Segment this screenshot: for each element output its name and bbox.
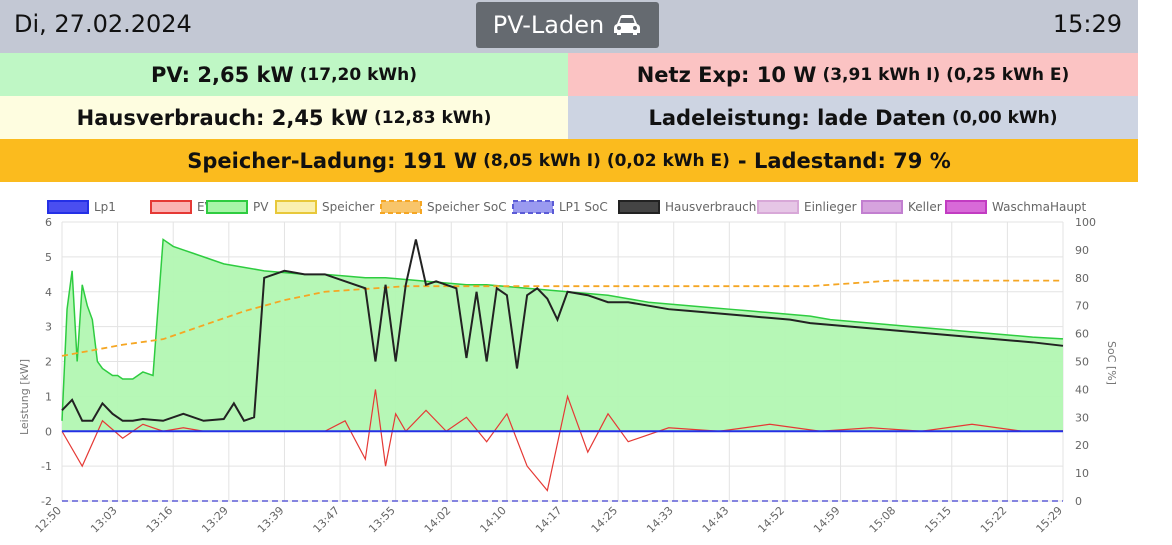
legend-label-7[interactable]: Einlieger <box>804 200 857 214</box>
haus-sub: (12,83 kWh) <box>373 107 492 128</box>
y2-tick-1: 90 <box>1075 244 1089 257</box>
x-tick-0: 12:50 <box>33 504 65 536</box>
header-date: Di, 27.02.2024 <box>14 10 192 38</box>
x-tick-16: 15:15 <box>922 504 954 536</box>
ladestand: - Ladestand: 79 % <box>737 148 951 173</box>
legend-label-4[interactable]: Speicher SoC <box>427 200 507 214</box>
legend-label-9[interactable]: WaschmaHaupt <box>992 200 1087 214</box>
legend-label-5[interactable]: LP1 SoC <box>559 200 608 214</box>
legend-swatch-6[interactable] <box>618 200 660 214</box>
speicher-soc-line <box>61 279 1063 357</box>
title-label: PV-Laden <box>492 11 605 39</box>
y-tick-0: 6 <box>45 216 52 229</box>
y-tick-7: -1 <box>41 460 52 473</box>
chart-lines <box>61 238 1064 502</box>
x-tick-13: 14:52 <box>755 504 787 536</box>
speicher-main: Speicher-Ladung: 191 W <box>187 148 478 173</box>
legend-label-2[interactable]: PV <box>253 200 269 214</box>
y2-tick-0: 100 <box>1075 216 1096 229</box>
pv-laden-button[interactable]: PV-Laden <box>476 2 659 48</box>
y-axis-label: Leistung [kW] <box>18 359 31 435</box>
y-tick-6: 0 <box>45 425 52 438</box>
legend-swatch-3[interactable] <box>275 200 317 214</box>
y2-tick-8: 20 <box>1075 439 1089 452</box>
evu-line <box>61 389 1064 492</box>
lade-main: Ladeleistung: lade Daten <box>648 105 946 130</box>
x-tick-18: 15:29 <box>1034 504 1066 536</box>
y2-tick-9: 10 <box>1075 467 1089 480</box>
legend-swatch-0[interactable] <box>47 200 89 214</box>
chart-areas <box>62 239 1063 432</box>
car-icon <box>614 15 641 35</box>
legend-swatch-4[interactable] <box>380 200 422 214</box>
x-axis-ticks: 12:50 13:03 13:16 13:29 13:39 13:47 13:55 14:02… <box>33 504 1066 536</box>
speicher-summary: Speicher-Ladung: 191 W (8,05 kWh I) (0,0… <box>0 139 1138 182</box>
x-tick-2: 13:16 <box>144 504 176 536</box>
y-tick-2: 4 <box>45 286 52 299</box>
legend-label-6[interactable]: Hausverbrauch <box>665 200 756 214</box>
lade-summary: Ladeleistung: lade Daten (0,00 kWh) <box>568 96 1138 139</box>
y-tick-8: -2 <box>41 495 52 508</box>
x-tick-1: 13:03 <box>88 504 120 536</box>
y-tick-1: 5 <box>45 251 52 264</box>
speicher-sub: (8,05 kWh I) (0,02 kWh E) <box>483 150 730 171</box>
legend-swatch-8[interactable] <box>861 200 903 214</box>
legend-swatch-5[interactable] <box>512 200 554 214</box>
legend-swatch-7[interactable] <box>757 200 799 214</box>
netz-sub: (3,91 kWh I) (0,25 kWh E) <box>822 64 1070 85</box>
x-tick-14: 14:59 <box>811 504 843 536</box>
header-bar: Di, 27.02.2024 PV-Laden 15:29 <box>0 0 1138 53</box>
y2-tick-10: 0 <box>1075 495 1082 508</box>
hausverbrauch-line <box>61 239 1064 423</box>
x-tick-4: 13:39 <box>255 504 287 536</box>
x-tick-15: 15:08 <box>867 504 899 536</box>
y-tick-3: 3 <box>45 321 52 334</box>
y2-axis-label: SoC [%] <box>1105 341 1118 385</box>
netz-summary: Netz Exp: 10 W (3,91 kWh I) (0,25 kWh E) <box>568 53 1138 96</box>
pv-summary: PV: 2,65 kW (17,20 kWh) <box>0 53 568 96</box>
x-tick-7: 14:02 <box>422 504 454 536</box>
haus-summary: Hausverbrauch: 2,45 kW (12,83 kWh) <box>0 96 568 139</box>
x-tick-10: 14:25 <box>589 504 621 536</box>
y-tick-5: 1 <box>45 390 52 403</box>
y-axis-ticks: 6 5 4 3 2 1 0 -1 -2 <box>41 216 52 508</box>
pv-area <box>62 239 1063 432</box>
x-tick-3: 13:29 <box>199 504 231 536</box>
x-tick-5: 13:47 <box>311 504 343 536</box>
y2-tick-4: 60 <box>1075 328 1089 341</box>
legend-label-0[interactable]: Lp1 <box>94 200 116 214</box>
legend-swatch-1[interactable] <box>150 200 192 214</box>
lade-sub: (0,00 kWh) <box>951 107 1058 128</box>
pv-sub: (17,20 kWh) <box>299 64 418 85</box>
haus-main: Hausverbrauch: 2,45 kW <box>76 105 368 130</box>
x-tick-6: 13:55 <box>366 504 398 536</box>
pv-line <box>61 238 1064 421</box>
x-tick-11: 14:33 <box>644 504 676 536</box>
y2-tick-7: 30 <box>1075 411 1089 424</box>
legend-label-8[interactable]: Keller <box>908 200 942 214</box>
y2-tick-2: 80 <box>1075 272 1089 285</box>
y2-tick-5: 50 <box>1075 356 1089 369</box>
netz-main: Netz Exp: 10 W <box>636 62 817 87</box>
y2-tick-3: 70 <box>1075 300 1089 313</box>
header-time: 15:29 <box>1052 10 1122 38</box>
x-tick-9: 14:17 <box>533 504 565 536</box>
x-tick-8: 14:10 <box>477 504 509 536</box>
pv-main: PV: 2,65 kW <box>150 62 294 87</box>
legend-label-3[interactable]: Speicher <box>322 200 375 214</box>
x-tick-12: 14:43 <box>700 504 732 536</box>
x-tick-17: 15:22 <box>978 504 1010 536</box>
legend-swatch-9[interactable] <box>945 200 987 214</box>
y2-tick-6: 40 <box>1075 383 1089 396</box>
legend-swatch-2[interactable] <box>206 200 248 214</box>
y-tick-4: 2 <box>45 356 52 369</box>
